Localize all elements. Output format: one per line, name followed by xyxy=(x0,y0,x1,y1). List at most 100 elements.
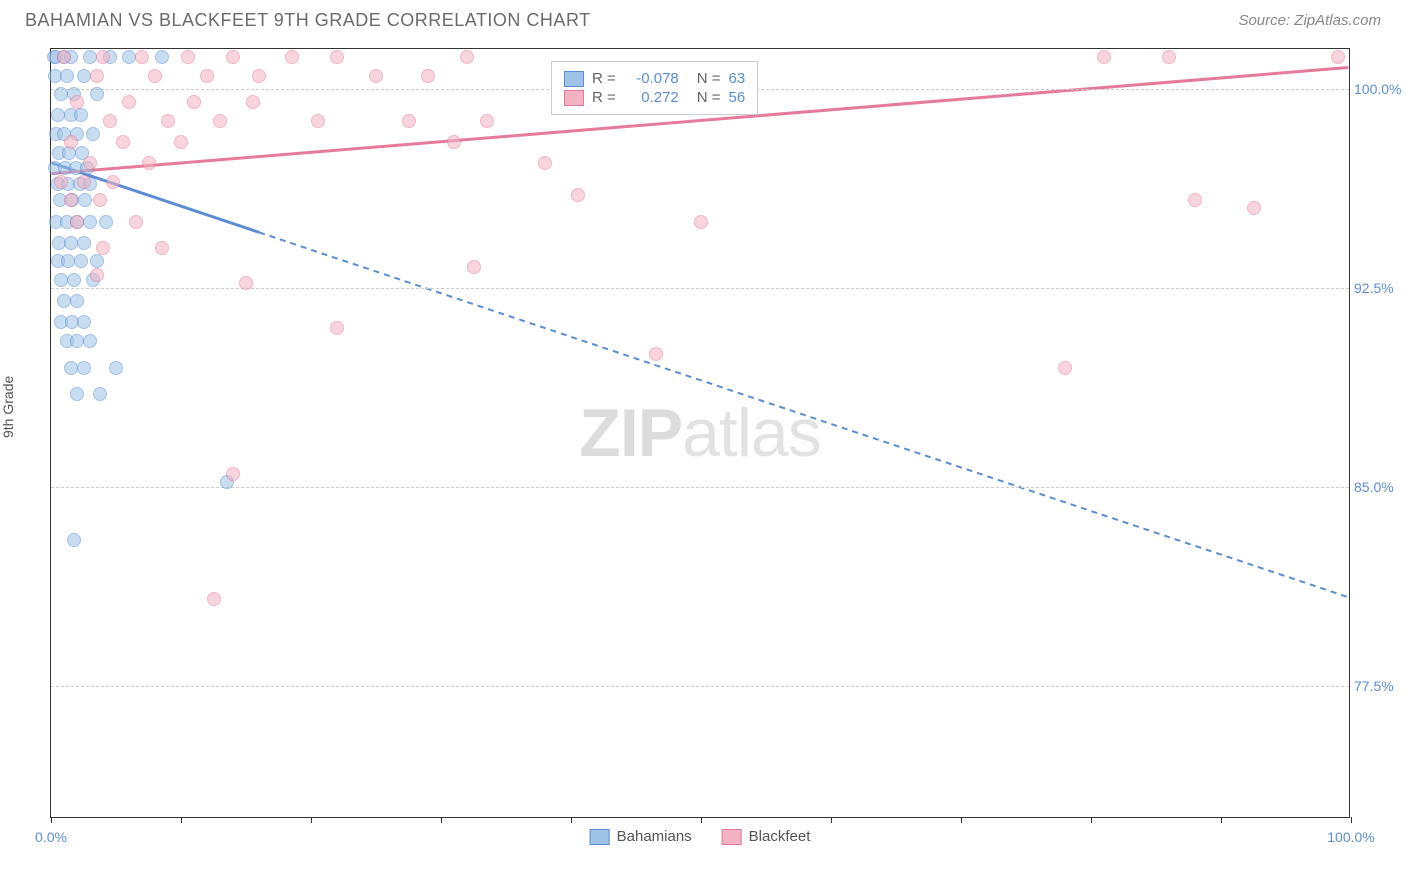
data-point xyxy=(54,273,68,287)
data-point xyxy=(64,361,78,375)
data-point xyxy=(60,69,74,83)
x-tick-mark xyxy=(831,817,832,823)
data-point xyxy=(311,114,325,128)
data-point xyxy=(77,315,91,329)
x-tick-mark xyxy=(701,817,702,823)
data-point xyxy=(200,69,214,83)
data-point xyxy=(64,193,78,207)
data-point xyxy=(330,321,344,335)
data-point xyxy=(83,50,97,64)
data-point xyxy=(61,254,75,268)
x-tick-mark xyxy=(1221,817,1222,823)
data-point xyxy=(103,114,117,128)
data-point xyxy=(83,156,97,170)
data-point xyxy=(122,50,136,64)
r-label: R = xyxy=(592,89,616,106)
data-point xyxy=(649,347,663,361)
data-point xyxy=(57,50,71,64)
data-point xyxy=(57,294,71,308)
data-point xyxy=(239,276,253,290)
y-tick-label: 100.0% xyxy=(1354,81,1406,97)
legend-item: Bahamians xyxy=(590,828,692,845)
data-point xyxy=(90,254,104,268)
data-point xyxy=(70,215,84,229)
data-point xyxy=(129,215,143,229)
x-tick-label: 100.0% xyxy=(1327,829,1374,845)
data-point xyxy=(480,114,494,128)
legend-row: R = -0.078 N = 63 xyxy=(564,70,745,87)
data-point xyxy=(246,95,260,109)
data-point xyxy=(207,592,221,606)
data-point xyxy=(135,50,149,64)
data-point xyxy=(77,361,91,375)
data-point xyxy=(96,50,110,64)
data-point xyxy=(74,254,88,268)
data-point xyxy=(161,114,175,128)
x-tick-mark xyxy=(571,817,572,823)
data-point xyxy=(77,69,91,83)
data-point xyxy=(93,387,107,401)
data-point xyxy=(252,69,266,83)
data-point xyxy=(369,69,383,83)
data-point xyxy=(83,334,97,348)
x-tick-mark xyxy=(311,817,312,823)
n-value: 63 xyxy=(729,70,746,87)
data-point xyxy=(226,467,240,481)
legend-swatch xyxy=(590,829,610,845)
data-point xyxy=(285,50,299,64)
data-point xyxy=(70,387,84,401)
r-value: 0.272 xyxy=(624,89,679,106)
gridline xyxy=(51,686,1349,687)
legend-label: Blackfeet xyxy=(749,828,811,845)
data-point xyxy=(1097,50,1111,64)
data-point xyxy=(64,135,78,149)
data-point xyxy=(330,50,344,64)
data-point xyxy=(142,156,156,170)
x-tick-label: 0.0% xyxy=(35,829,67,845)
y-tick-label: 85.0% xyxy=(1354,479,1406,495)
data-point xyxy=(54,87,68,101)
data-point xyxy=(174,135,188,149)
data-point xyxy=(1188,193,1202,207)
data-point xyxy=(70,95,84,109)
data-point xyxy=(67,533,81,547)
data-point xyxy=(155,241,169,255)
y-tick-label: 92.5% xyxy=(1354,280,1406,296)
data-point xyxy=(70,334,84,348)
legend-swatch xyxy=(564,71,584,87)
data-point xyxy=(86,127,100,141)
x-tick-mark xyxy=(1091,817,1092,823)
x-tick-mark xyxy=(961,817,962,823)
data-point xyxy=(106,175,120,189)
data-point xyxy=(99,215,113,229)
data-point xyxy=(109,361,123,375)
data-point xyxy=(402,114,416,128)
chart-header: BAHAMIAN VS BLACKFEET 9TH GRADE CORRELAT… xyxy=(25,10,1381,31)
data-point xyxy=(90,87,104,101)
data-point xyxy=(694,215,708,229)
n-label: N = xyxy=(697,70,721,87)
data-point xyxy=(538,156,552,170)
correlation-legend: R = -0.078 N = 63 R = 0.272 N = 56 xyxy=(551,61,758,115)
data-point xyxy=(116,135,130,149)
scatter-chart: ZIPatlas 100.0%92.5%85.0%77.5%0.0%100.0%… xyxy=(50,48,1350,818)
data-point xyxy=(54,175,68,189)
x-tick-mark xyxy=(51,817,52,823)
data-point xyxy=(77,175,91,189)
data-point xyxy=(148,69,162,83)
n-label: N = xyxy=(697,89,721,106)
data-point xyxy=(78,193,92,207)
data-point xyxy=(70,294,84,308)
data-point xyxy=(1058,361,1072,375)
data-point xyxy=(77,236,91,250)
data-point xyxy=(213,114,227,128)
legend-row: R = 0.272 N = 56 xyxy=(564,89,745,106)
data-point xyxy=(226,50,240,64)
data-point xyxy=(74,108,88,122)
n-value: 56 xyxy=(729,89,746,106)
data-point xyxy=(447,135,461,149)
data-point xyxy=(571,188,585,202)
data-point xyxy=(1247,201,1261,215)
chart-title: BAHAMIAN VS BLACKFEET 9TH GRADE CORRELAT… xyxy=(25,10,591,31)
data-point xyxy=(90,69,104,83)
